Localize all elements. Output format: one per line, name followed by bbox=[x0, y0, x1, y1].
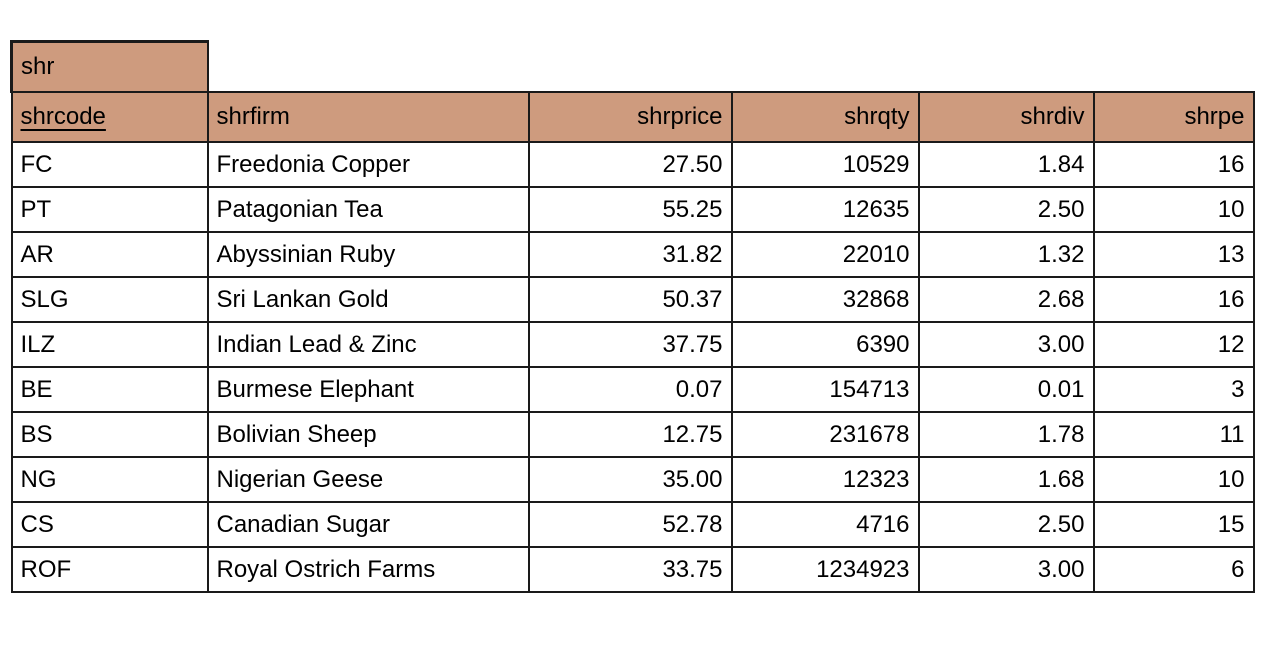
cell-shrdiv: 1.32 bbox=[917, 231, 1095, 278]
cell-shrdiv: 1.84 bbox=[917, 141, 1095, 188]
table-row: PT Patagonian Tea 55.25 12635 2.50 10 bbox=[10, 186, 1255, 233]
cell-shrdiv: 2.50 bbox=[917, 501, 1095, 548]
cell-shrqty: 4716 bbox=[730, 501, 920, 548]
table-row: CS Canadian Sugar 52.78 4716 2.50 15 bbox=[10, 501, 1255, 548]
cell-shrpe: 11 bbox=[1092, 411, 1255, 458]
cell-shrqty: 12635 bbox=[730, 186, 920, 233]
table-header-row: shrcode shrfirm shrprice shrqty shrdiv s… bbox=[10, 91, 1255, 143]
cell-shrdiv: 3.00 bbox=[917, 546, 1095, 593]
cell-shrqty: 231678 bbox=[730, 411, 920, 458]
table-row: SLG Sri Lankan Gold 50.37 32868 2.68 16 bbox=[10, 276, 1255, 323]
column-header-shrfirm: shrfirm bbox=[206, 91, 530, 143]
cell-shrfirm: Abyssinian Ruby bbox=[206, 231, 530, 278]
cell-shrfirm: Sri Lankan Gold bbox=[206, 276, 530, 323]
column-header-shrdiv: shrdiv bbox=[917, 91, 1095, 143]
cell-shrdiv: 1.68 bbox=[917, 456, 1095, 503]
cell-shrpe: 13 bbox=[1092, 231, 1255, 278]
cell-shrprice: 37.75 bbox=[527, 321, 733, 368]
cell-shrpe: 15 bbox=[1092, 501, 1255, 548]
column-header-shrcode: shrcode bbox=[10, 91, 209, 143]
cell-shrprice: 31.82 bbox=[527, 231, 733, 278]
table-row: BS Bolivian Sheep 12.75 231678 1.78 11 bbox=[10, 411, 1255, 458]
cell-shrprice: 12.75 bbox=[527, 411, 733, 458]
cell-shrprice: 35.00 bbox=[527, 456, 733, 503]
cell-shrpe: 10 bbox=[1092, 186, 1255, 233]
cell-shrprice: 52.78 bbox=[527, 501, 733, 548]
cell-shrpe: 3 bbox=[1092, 366, 1255, 413]
cell-shrpe: 16 bbox=[1092, 276, 1255, 323]
cell-shrprice: 0.07 bbox=[527, 366, 733, 413]
cell-shrqty: 154713 bbox=[730, 366, 920, 413]
cell-shrcode: SLG bbox=[10, 276, 209, 323]
cell-shrdiv: 2.68 bbox=[917, 276, 1095, 323]
cell-shrcode: ROF bbox=[10, 546, 209, 593]
shr-table: shr shrcode shrfirm shrprice shrqty shrd… bbox=[10, 40, 1255, 593]
table-row: FC Freedonia Copper 27.50 10529 1.84 16 bbox=[10, 141, 1255, 188]
cell-shrprice: 55.25 bbox=[527, 186, 733, 233]
cell-shrcode: AR bbox=[10, 231, 209, 278]
table-row: AR Abyssinian Ruby 31.82 22010 1.32 13 bbox=[10, 231, 1255, 278]
cell-shrdiv: 3.00 bbox=[917, 321, 1095, 368]
column-header-shrpe: shrpe bbox=[1092, 91, 1255, 143]
column-header-shrprice: shrprice bbox=[527, 91, 733, 143]
cell-shrpe: 12 bbox=[1092, 321, 1255, 368]
cell-shrprice: 33.75 bbox=[527, 546, 733, 593]
cell-shrfirm: Bolivian Sheep bbox=[206, 411, 530, 458]
cell-shrqty: 22010 bbox=[730, 231, 920, 278]
cell-shrfirm: Royal Ostrich Farms bbox=[206, 546, 530, 593]
column-header-shrqty: shrqty bbox=[730, 91, 920, 143]
cell-shrpe: 6 bbox=[1092, 546, 1255, 593]
cell-shrfirm: Canadian Sugar bbox=[206, 501, 530, 548]
cell-shrqty: 12323 bbox=[730, 456, 920, 503]
cell-shrcode: BE bbox=[10, 366, 209, 413]
table-row: ILZ Indian Lead & Zinc 37.75 6390 3.00 12 bbox=[10, 321, 1255, 368]
cell-shrcode: ILZ bbox=[10, 321, 209, 368]
table-row: ROF Royal Ostrich Farms 33.75 1234923 3.00 6 bbox=[10, 546, 1255, 593]
table-title-row: shr bbox=[10, 40, 1254, 93]
cell-shrcode: CS bbox=[10, 501, 209, 548]
cell-shrfirm: Patagonian Tea bbox=[206, 186, 530, 233]
cell-shrfirm: Indian Lead & Zinc bbox=[206, 321, 530, 368]
cell-shrcode: NG bbox=[10, 456, 209, 503]
cell-shrdiv: 2.50 bbox=[917, 186, 1095, 233]
cell-shrdiv: 0.01 bbox=[917, 366, 1095, 413]
cell-shrdiv: 1.78 bbox=[917, 411, 1095, 458]
cell-shrqty: 6390 bbox=[730, 321, 920, 368]
cell-shrfirm: Freedonia Copper bbox=[206, 141, 530, 188]
cell-shrcode: BS bbox=[10, 411, 209, 458]
data-table: shr shrcode shrfirm shrprice shrqty shrd… bbox=[10, 40, 1255, 593]
cell-shrpe: 16 bbox=[1092, 141, 1255, 188]
table-row: NG Nigerian Geese 35.00 12323 1.68 10 bbox=[10, 456, 1255, 503]
cell-shrcode: FC bbox=[10, 141, 209, 188]
cell-shrqty: 10529 bbox=[730, 141, 920, 188]
table-name: shr bbox=[10, 40, 209, 93]
table-row: BE Burmese Elephant 0.07 154713 0.01 3 bbox=[10, 366, 1255, 413]
title-row-spacer bbox=[208, 42, 1254, 93]
cell-shrfirm: Burmese Elephant bbox=[206, 366, 530, 413]
cell-shrprice: 50.37 bbox=[527, 276, 733, 323]
cell-shrfirm: Nigerian Geese bbox=[206, 456, 530, 503]
cell-shrqty: 32868 bbox=[730, 276, 920, 323]
cell-shrprice: 27.50 bbox=[527, 141, 733, 188]
cell-shrcode: PT bbox=[10, 186, 209, 233]
cell-shrqty: 1234923 bbox=[730, 546, 920, 593]
cell-shrpe: 10 bbox=[1092, 456, 1255, 503]
